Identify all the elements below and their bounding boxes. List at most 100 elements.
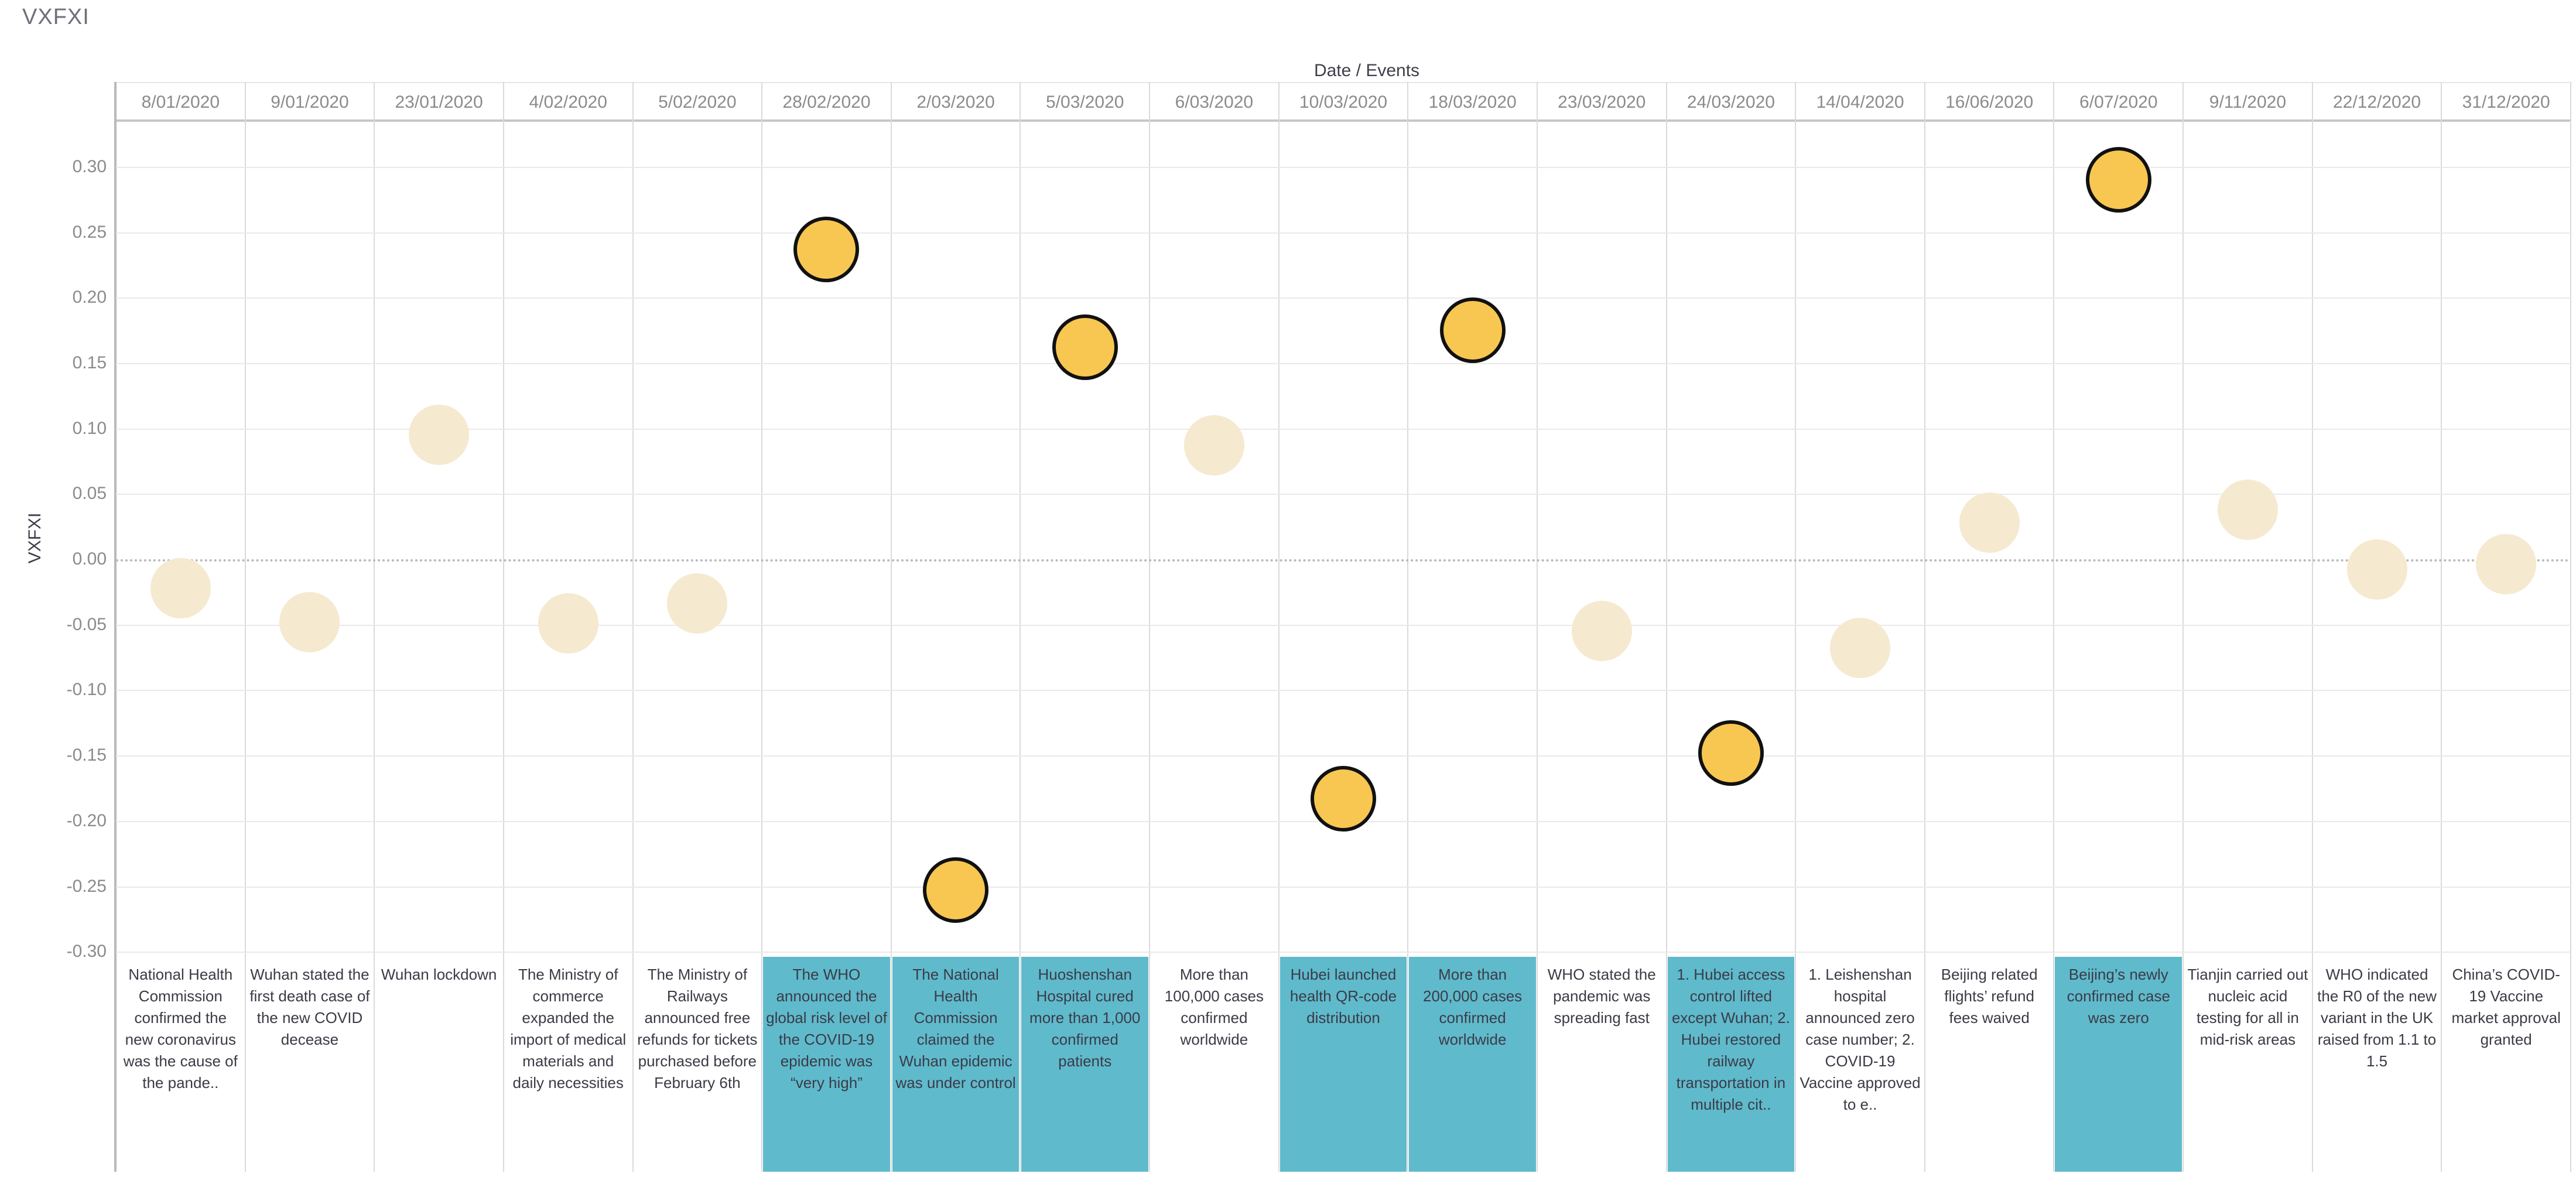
event-cell-9-11-2020[interactable]: Tianjin carried out nucleic acid testing…	[2184, 957, 2311, 1172]
column-separator	[2570, 82, 2571, 1172]
date-header-8-01-2020[interactable]: 8/01/2020	[141, 93, 220, 112]
column-separator	[1665, 82, 1667, 1172]
date-header-28-02-2020[interactable]: 28/02/2020	[782, 93, 871, 112]
column-separator	[374, 82, 375, 1172]
date-header-4-02-2020[interactable]: 4/02/2020	[529, 93, 607, 112]
gridline	[116, 690, 2571, 692]
data-point-5-02-2020[interactable]	[667, 573, 728, 634]
gridline	[116, 624, 2571, 626]
event-cell-5-02-2020[interactable]: The Ministry of Railways announced free …	[634, 957, 761, 1172]
data-point-2-03-2020[interactable]	[923, 857, 989, 923]
date-header-24-03-2020[interactable]: 24/03/2020	[1686, 93, 1775, 112]
date-header-22-12-2020[interactable]: 22/12/2020	[2332, 93, 2421, 112]
event-cell-28-02-2020[interactable]: The WHO announced the global risk level …	[763, 957, 890, 1172]
y-tick-label: 0.20	[72, 288, 107, 307]
date-header-9-11-2020[interactable]: 9/11/2020	[2209, 93, 2287, 112]
y-tick-label: 0.30	[72, 156, 107, 176]
event-cell-24-03-2020[interactable]: 1. Hubei access control lifted except Wu…	[1667, 957, 1795, 1172]
date-header-10-03-2020[interactable]: 10/03/2020	[1299, 93, 1388, 112]
column-separator	[1795, 82, 1797, 1172]
y-tick-label: -0.15	[66, 745, 107, 765]
gridline	[116, 166, 2571, 168]
column-separator	[761, 82, 763, 1172]
column-separator	[1924, 82, 1925, 1172]
date-header-31-12-2020[interactable]: 31/12/2020	[2462, 93, 2550, 112]
data-point-9-01-2020[interactable]	[279, 591, 340, 652]
gridline	[116, 494, 2571, 495]
data-point-10-03-2020[interactable]	[1311, 765, 1376, 832]
column-separator	[1149, 82, 1151, 1172]
event-cell-4-02-2020[interactable]: The Ministry of commerce expanded the im…	[504, 957, 632, 1172]
y-tick-label: 0.05	[72, 484, 107, 504]
date-events-axis-title: Date / Events	[1313, 61, 1420, 80]
zero-gridline	[116, 559, 2571, 562]
date-header-5-02-2020[interactable]: 5/02/2020	[658, 93, 737, 112]
y-tick-label: -0.30	[66, 942, 107, 962]
date-header-2-03-2020[interactable]: 2/03/2020	[916, 93, 995, 112]
event-cell-23-03-2020[interactable]: WHO stated the pandemic was spreading fa…	[1538, 957, 1665, 1172]
data-point-31-12-2020[interactable]	[2476, 534, 2537, 595]
event-cell-5-03-2020[interactable]: Huoshenshan Hospital cured more than 1,0…	[1021, 957, 1149, 1172]
event-cell-6-03-2020[interactable]: More than 100,000 cases confirmed worldw…	[1151, 957, 1278, 1172]
data-point-23-01-2020[interactable]	[409, 405, 470, 466]
event-cell-8-01-2020[interactable]: National Health Commission confirmed the…	[117, 957, 244, 1172]
date-header-6-07-2020[interactable]: 6/07/2020	[2079, 93, 2158, 112]
y-tick-label: -0.10	[66, 680, 107, 700]
event-cell-18-03-2020[interactable]: More than 200,000 cases confirmed worldw…	[1409, 957, 1536, 1172]
date-header-18-03-2020[interactable]: 18/03/2020	[1428, 93, 1517, 112]
event-cell-9-01-2020[interactable]: Wuhan stated the first death case of the…	[246, 957, 374, 1172]
event-cell-23-01-2020[interactable]: Wuhan lockdown	[375, 957, 502, 1172]
event-cell-14-04-2020[interactable]: 1. Leishenshan hospital announced zero c…	[1797, 957, 1924, 1172]
column-separator	[2182, 82, 2184, 1172]
y-tick-label: 0.15	[72, 353, 107, 372]
data-point-5-03-2020[interactable]	[1052, 314, 1118, 381]
date-header-9-01-2020[interactable]: 9/01/2020	[271, 93, 349, 112]
date-header-23-01-2020[interactable]: 23/01/2020	[395, 93, 483, 112]
date-header-6-03-2020[interactable]: 6/03/2020	[1175, 93, 1254, 112]
event-cell-10-03-2020[interactable]: Hubei launched health QR-code distributi…	[1280, 957, 1407, 1172]
event-cell-31-12-2020[interactable]: China’s COVID-19 Vaccine market approval…	[2442, 957, 2570, 1172]
date-header-14-04-2020[interactable]: 14/04/2020	[1816, 93, 1904, 112]
gridline	[116, 428, 2571, 430]
data-point-6-07-2020[interactable]	[2085, 147, 2151, 213]
column-separator	[244, 82, 246, 1172]
y-tick-label: 0.25	[72, 222, 107, 242]
gridline	[116, 952, 2571, 953]
gridline	[116, 232, 2571, 234]
y-tick-label: 0.00	[72, 549, 107, 569]
y-tick-label: -0.05	[66, 614, 107, 634]
y-tick-label: 0.10	[72, 418, 107, 438]
data-point-14-04-2020[interactable]	[1830, 618, 1891, 679]
header-bottom-rule	[116, 119, 2571, 122]
data-point-4-02-2020[interactable]	[538, 593, 598, 653]
date-header-16-06-2020[interactable]: 16/06/2020	[1945, 93, 2034, 112]
data-point-22-12-2020[interactable]	[2346, 539, 2407, 600]
data-point-9-11-2020[interactable]	[2217, 479, 2278, 540]
data-point-23-03-2020[interactable]	[1571, 601, 1632, 662]
gridline	[116, 886, 2571, 888]
gridline	[116, 755, 2571, 757]
data-point-24-03-2020[interactable]	[1698, 720, 1764, 786]
column-separator	[502, 82, 504, 1172]
data-point-8-01-2020[interactable]	[150, 557, 211, 618]
data-point-18-03-2020[interactable]	[1439, 297, 1506, 364]
data-point-16-06-2020[interactable]	[1959, 492, 2020, 553]
column-separator	[1536, 82, 1538, 1172]
column-separator	[2441, 82, 2442, 1172]
data-point-28-02-2020[interactable]	[793, 216, 860, 282]
gridline	[116, 297, 2571, 299]
data-point-6-03-2020[interactable]	[1183, 415, 1244, 476]
gridline	[116, 362, 2571, 364]
y-tick-label: -0.20	[66, 810, 107, 830]
column-separator	[2053, 82, 2055, 1172]
column-separator	[632, 82, 634, 1172]
event-cell-6-07-2020[interactable]: Beijing’s newly confirmed case was zero	[2055, 957, 2182, 1172]
event-cell-16-06-2020[interactable]: Beijing related flights’ refund fees wai…	[1925, 957, 2053, 1172]
date-header-23-03-2020[interactable]: 23/03/2020	[1558, 93, 1646, 112]
date-header-5-03-2020[interactable]: 5/03/2020	[1046, 93, 1124, 112]
column-separator	[890, 82, 892, 1172]
column-separator	[1278, 82, 1280, 1172]
event-cell-22-12-2020[interactable]: WHO indicated the R0 of the new variant …	[2313, 957, 2441, 1172]
event-cell-2-03-2020[interactable]: The National Health Commission claimed t…	[892, 957, 1020, 1172]
